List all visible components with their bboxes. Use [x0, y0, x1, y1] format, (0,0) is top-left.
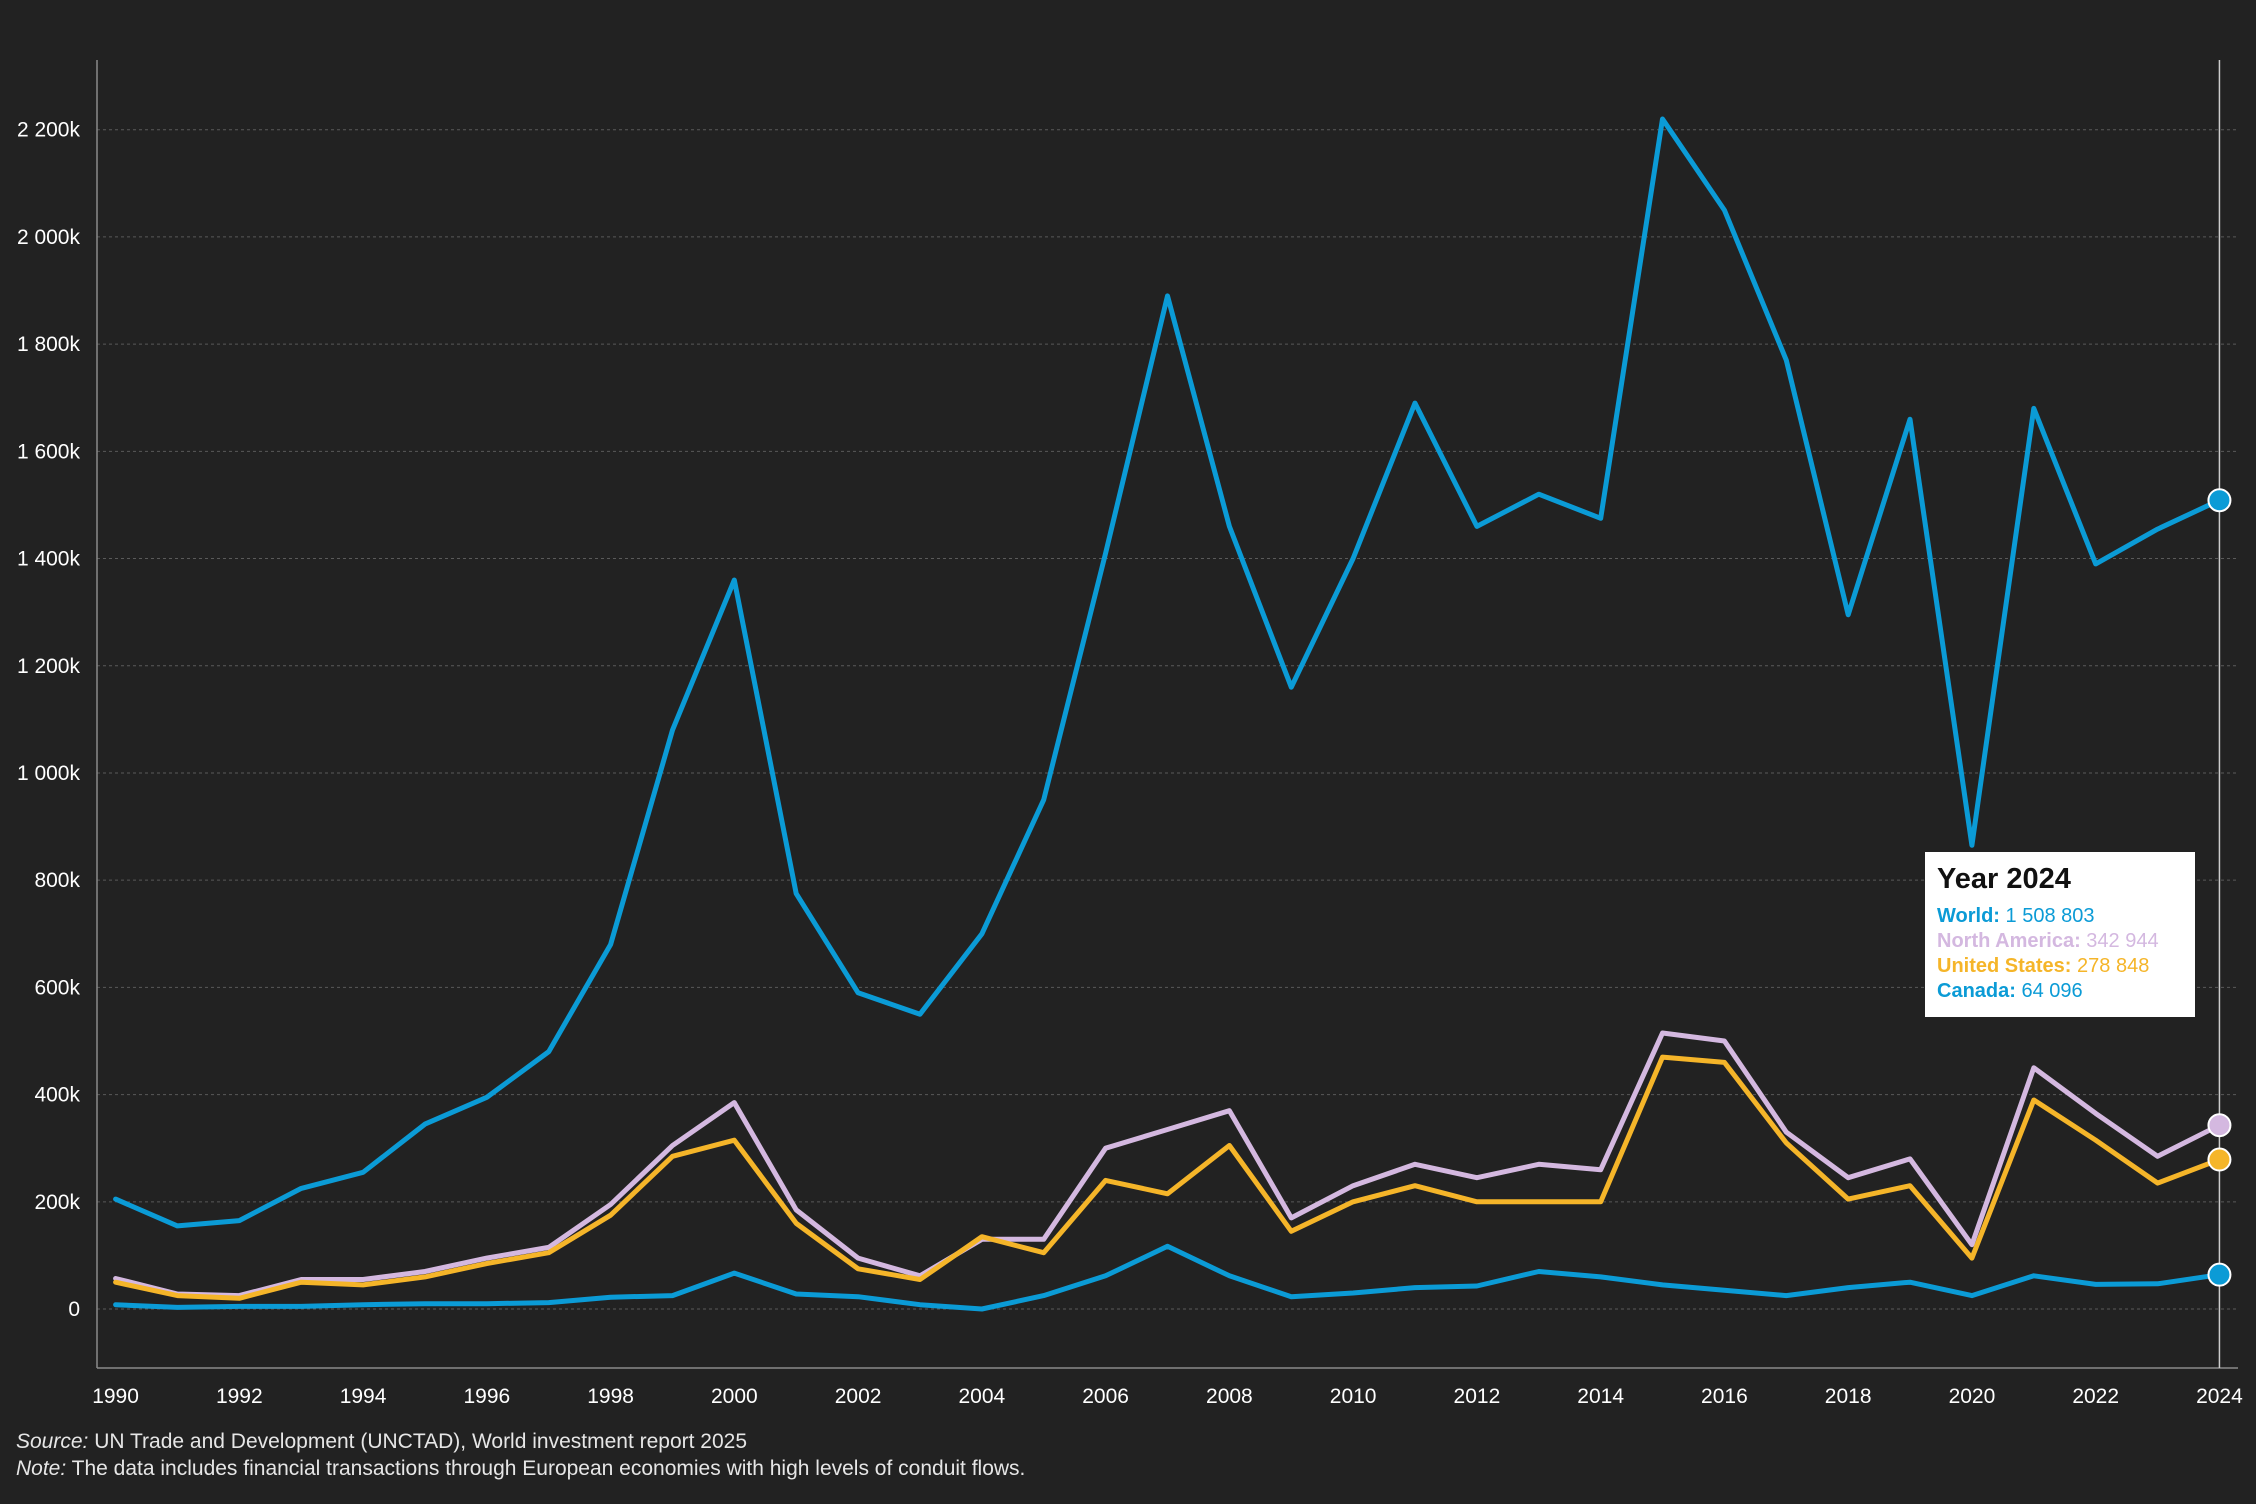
series-line-north-america [113, 1030, 2222, 1299]
y-tick-label: 1 800k [17, 333, 81, 356]
marker-canada[interactable] [2207, 1262, 2232, 1287]
note-line: Note: The data includes financial transa… [16, 1455, 1025, 1482]
x-tick-label: 1996 [463, 1385, 510, 1408]
tooltip-label-world: World: [1937, 905, 2000, 927]
x-tick-label: 2004 [959, 1385, 1006, 1408]
x-tick-label: 2000 [711, 1385, 758, 1408]
x-tick-label: 2008 [1206, 1385, 1253, 1408]
note-text: The data includes financial transactions… [66, 1457, 1026, 1480]
x-tick-label: 2016 [1701, 1385, 1748, 1408]
series-lines [113, 116, 2222, 1312]
tooltip-title: Year 2024 [1937, 863, 2071, 895]
tooltip-label-canada: Canada: [1937, 980, 2016, 1002]
y-tick-label: 600k [34, 976, 80, 999]
hover-markers[interactable] [2207, 488, 2232, 1287]
tooltip-label-united-states: United States: [1937, 955, 2072, 977]
tooltip-row-north-america: North America: 342 944 [1937, 929, 2183, 954]
y-tick-label: 200k [34, 1191, 80, 1214]
tooltip-row-canada: Canada: 64 096 [1937, 979, 2183, 1004]
marker-north-america[interactable] [2207, 1113, 2232, 1138]
tooltip-row-united-states: United States: 278 848 [1937, 954, 2183, 979]
x-tick-label: 1990 [92, 1385, 139, 1408]
y-tick-label: 400k [34, 1084, 80, 1107]
x-tick-label: 2018 [1825, 1385, 1872, 1408]
axes [96, 60, 2238, 1369]
y-axis-tick-labels: 0 200k 400k 600k 800k 1 000k 1 200k 1 400k 1 600… [17, 119, 81, 1321]
y-tick-label: 2 000k [17, 226, 81, 249]
marker-world[interactable] [2207, 488, 2232, 513]
source-line: Source: UN Trade and Development (UNCTAD… [16, 1428, 1025, 1455]
series-line-united-states [113, 1054, 2222, 1301]
x-tick-label: 2014 [1577, 1385, 1624, 1408]
source-label: Source: [16, 1430, 89, 1453]
series-line-world [113, 116, 2222, 1229]
y-tick-label: 0 [68, 1298, 80, 1321]
y-tick-label: 1 600k [17, 440, 81, 463]
x-tick-label: 2012 [1454, 1385, 1501, 1408]
series-line-canada [113, 1243, 2222, 1312]
y-tick-label: 1 000k [17, 762, 81, 785]
x-tick-label: 2024 [2196, 1385, 2243, 1408]
source-text: UN Trade and Development (UNCTAD), World… [88, 1430, 748, 1453]
x-axis-tick-labels: 1990 1992 1994 1996 1998 2000 2002 2004 2006 2008… [92, 1385, 2243, 1408]
x-tick-label: 2002 [835, 1385, 882, 1408]
tooltip-value-canada: 64 096 [2021, 980, 2083, 1002]
y-tick-label: 800k [34, 869, 80, 892]
x-tick-label: 2010 [1330, 1385, 1377, 1408]
tooltip-value-world: 1 508 803 [2005, 905, 2095, 927]
tooltip-label-north-america: North America: [1937, 930, 2081, 952]
x-tick-label: 2022 [2072, 1385, 2119, 1408]
note-label: Note: [16, 1457, 67, 1480]
tooltip-value-united-states: 278 848 [2077, 955, 2150, 977]
y-tick-label: 1 400k [17, 548, 81, 571]
x-tick-label: 2020 [1949, 1385, 1996, 1408]
marker-united-states[interactable] [2207, 1147, 2232, 1172]
tooltip-value-north-america: 342 944 [2086, 930, 2159, 952]
x-tick-label: 1994 [340, 1385, 387, 1408]
y-tick-label: 1 200k [17, 655, 81, 678]
tooltip-row-world: World: 1 508 803 [1937, 904, 2183, 929]
tooltip: Year 2024 World: 1 508 803 North America… [1925, 852, 2195, 1017]
y-tick-label: 2 200k [17, 119, 81, 142]
chart-footer: Source: UN Trade and Development (UNCTAD… [16, 1428, 1025, 1482]
x-tick-label: 1992 [216, 1385, 263, 1408]
x-tick-label: 2006 [1082, 1385, 1129, 1408]
grid-lines [97, 129, 2238, 1310]
x-tick-label: 1998 [587, 1385, 634, 1408]
